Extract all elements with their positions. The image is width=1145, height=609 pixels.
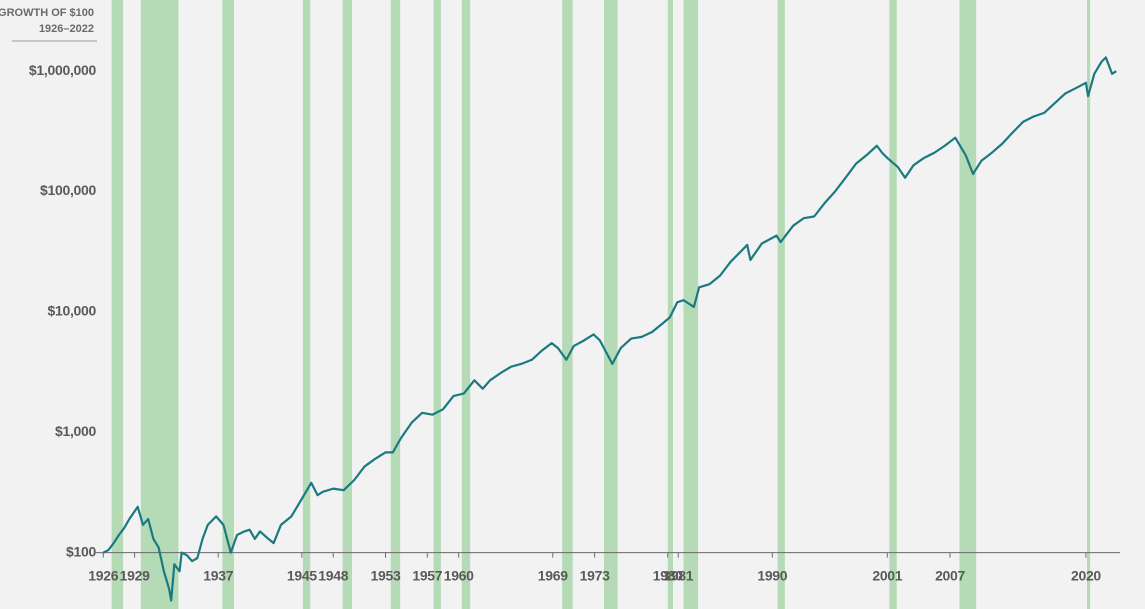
- shaded-period: [461, 0, 471, 609]
- x-tick-label: 1948: [318, 567, 348, 583]
- x-tick-label: 2020: [1071, 567, 1101, 583]
- shaded-period: [222, 0, 234, 609]
- chart-title: GROWTH OF $100: [0, 7, 94, 19]
- shaded-period: [777, 0, 785, 609]
- shaded-periods: [111, 0, 1091, 609]
- y-tick-label: $1,000: [55, 423, 97, 439]
- shaded-period: [433, 0, 441, 609]
- x-tick-label: 1969: [538, 567, 568, 583]
- shaded-period: [959, 0, 977, 609]
- x-tick-label: 1960: [444, 567, 474, 583]
- y-tick-label: $100: [66, 543, 96, 559]
- chart-subtitle: 1926–2022: [39, 23, 94, 35]
- y-tick-label: $100,000: [40, 182, 97, 198]
- x-tick-label: 1937: [203, 567, 233, 583]
- x-tick-label: 1926: [88, 567, 118, 583]
- y-tick-label: $10,000: [47, 303, 96, 319]
- shaded-period: [889, 0, 897, 609]
- x-tick-label: 1957: [412, 567, 442, 583]
- x-tick-label: 1953: [371, 567, 401, 583]
- x-tick-label: 1980: [653, 567, 683, 583]
- shaded-period: [604, 0, 618, 609]
- shaded-period: [302, 0, 311, 609]
- shaded-period: [140, 0, 179, 609]
- shaded-period: [562, 0, 573, 609]
- x-tick-label: 1981: [663, 567, 693, 583]
- shaded-period: [111, 0, 124, 609]
- x-tick-label: 2001: [872, 567, 902, 583]
- x-tick-label: 1929: [120, 567, 150, 583]
- shaded-period: [1087, 0, 1091, 609]
- y-tick-label: $1,000,000: [29, 62, 97, 78]
- shaded-period: [667, 0, 673, 609]
- x-tick-label: 1945: [287, 567, 317, 583]
- x-tick-label: 1990: [757, 567, 787, 583]
- shaded-period: [342, 0, 353, 609]
- growth-line: [102, 56, 1117, 602]
- x-tick-label: 2007: [935, 567, 965, 583]
- shaded-period: [390, 0, 401, 609]
- x-tick-label: 1973: [580, 567, 610, 583]
